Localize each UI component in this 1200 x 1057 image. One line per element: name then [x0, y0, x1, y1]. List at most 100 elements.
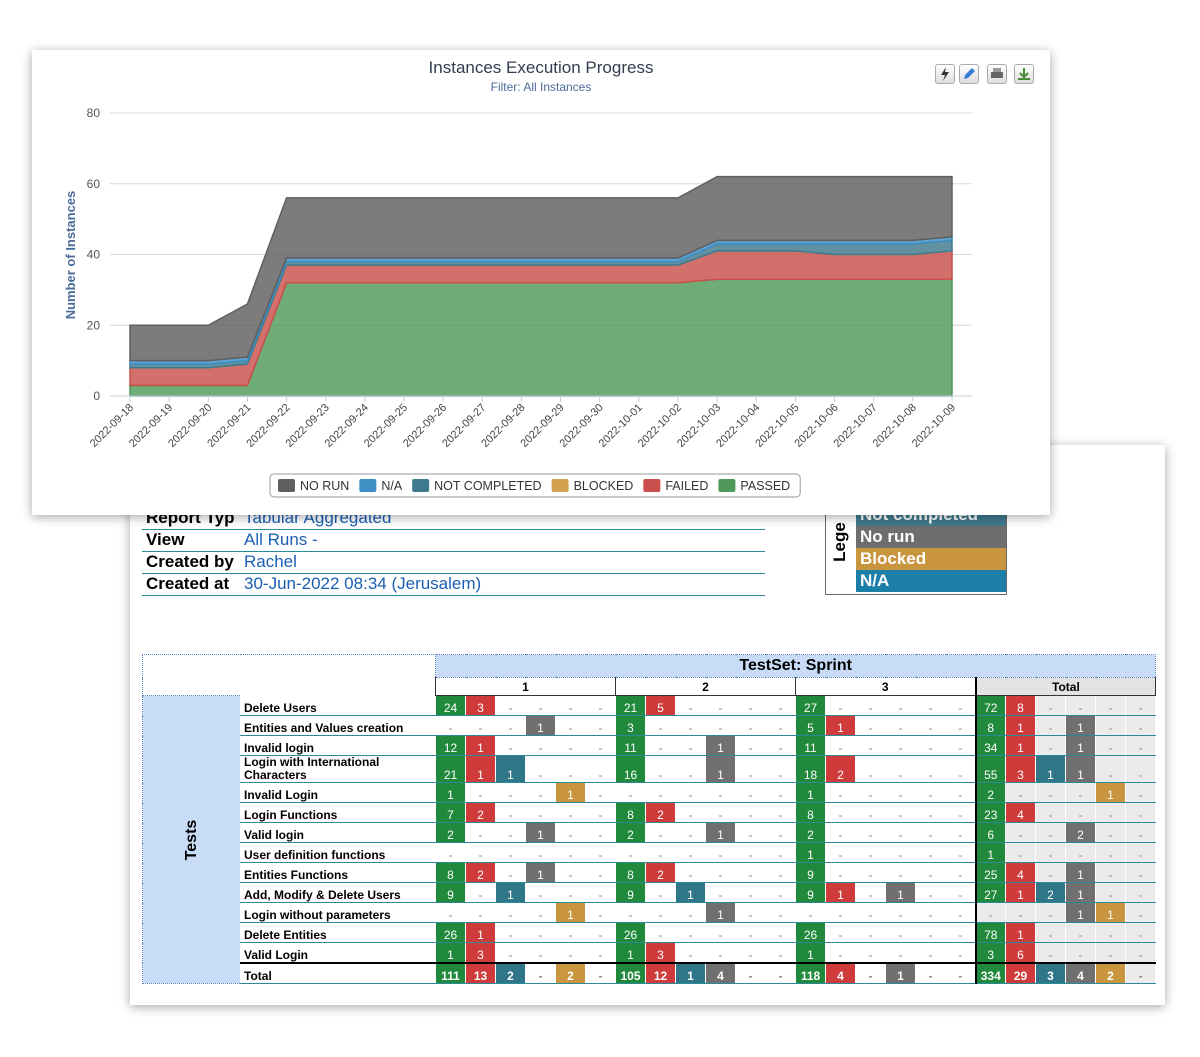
- cell: -: [585, 942, 616, 964]
- cell: 1: [435, 782, 466, 803]
- cell: -: [495, 695, 526, 716]
- cell: -: [855, 822, 886, 843]
- cell: -: [1124, 755, 1157, 783]
- legend-item[interactable]: NO RUN: [278, 479, 349, 493]
- legend-swatch: [718, 479, 736, 492]
- cell: -: [945, 822, 977, 843]
- cell: -: [675, 715, 706, 736]
- cell: -: [1035, 842, 1066, 863]
- cell: -: [915, 862, 946, 883]
- cell: -: [765, 962, 796, 984]
- legend: NO RUN N/A NOT COMPLETED BLOCKED FAILED PASSE…: [269, 473, 801, 498]
- cell: -: [1065, 922, 1096, 943]
- cell: -: [525, 942, 556, 964]
- legend-swatch: [412, 479, 430, 492]
- cell: 1: [465, 735, 496, 756]
- cell: -: [1095, 735, 1126, 756]
- cell: -: [1035, 782, 1066, 803]
- cell: -: [675, 782, 706, 803]
- cell: -: [945, 695, 977, 716]
- cell: -: [945, 715, 977, 736]
- cell: -: [855, 902, 886, 923]
- cell: -: [555, 802, 586, 823]
- cell: -: [735, 882, 766, 903]
- cell: 111: [435, 962, 466, 984]
- data-row: Entities Functions 8 2-1- -8 2- - - -9- - - - -25 4-…: [143, 862, 1157, 883]
- cell: -: [675, 842, 706, 863]
- cell: -: [765, 862, 796, 883]
- field-label: View: [146, 530, 185, 549]
- legend-item[interactable]: N/A: [359, 479, 403, 493]
- cell: -: [495, 902, 526, 923]
- cell: -: [675, 862, 706, 883]
- cell: 21: [615, 695, 646, 716]
- button-edit[interactable]: [959, 64, 979, 84]
- cell: 9: [435, 882, 466, 903]
- cell: -: [915, 902, 946, 923]
- cell: -: [1124, 822, 1157, 843]
- cell: -: [735, 862, 766, 883]
- data-row: Valid login 2- -1- -2- -1- -2- - - - -6- -2- -: [143, 822, 1157, 843]
- cell: -: [915, 842, 946, 863]
- cell: -: [645, 882, 676, 903]
- cell: -: [555, 942, 586, 964]
- cell: -: [675, 822, 706, 843]
- cell: -: [705, 862, 736, 883]
- cell: -: [765, 842, 796, 863]
- cell: 1: [495, 882, 526, 903]
- button-download[interactable]: [1014, 64, 1034, 84]
- cell: -: [915, 802, 946, 823]
- cell: -: [465, 842, 496, 863]
- cell: -: [915, 755, 946, 783]
- cell: 9: [795, 882, 826, 903]
- legend-item[interactable]: BLOCKED: [551, 479, 634, 493]
- cell: -: [1095, 802, 1126, 823]
- row-name: Login Functions: [240, 802, 436, 823]
- cell: -: [615, 902, 646, 923]
- y-tick-label: 20: [87, 318, 101, 332]
- cell: -: [1035, 922, 1066, 943]
- cell: 2: [645, 802, 676, 823]
- cell: -: [675, 942, 706, 964]
- cell: 27: [975, 882, 1006, 903]
- cell: -: [645, 902, 676, 923]
- cell: 1: [1065, 715, 1096, 736]
- cell: -: [885, 842, 916, 863]
- cell: -: [1065, 842, 1096, 863]
- cell: 2: [465, 802, 496, 823]
- legend-item[interactable]: PASSED: [718, 479, 790, 493]
- group-header: 1: [435, 677, 616, 696]
- cell: -: [705, 695, 736, 716]
- cell: -: [465, 882, 496, 903]
- row-name: Invalid login: [240, 735, 436, 756]
- row-name: Invalid Login: [240, 782, 436, 803]
- data-row: Entities and Values creation - - -1- -3- - - - -…: [143, 715, 1157, 736]
- legend-item[interactable]: NOT COMPLETED: [412, 479, 542, 493]
- cell: 1: [675, 962, 706, 984]
- cell: -: [1124, 715, 1157, 736]
- cell: -: [765, 695, 796, 716]
- cell: -: [735, 782, 766, 803]
- cell: -: [1035, 942, 1066, 964]
- cell: -: [825, 802, 856, 823]
- cell: 2: [1065, 822, 1096, 843]
- legend-item[interactable]: FAILED: [643, 479, 708, 493]
- cell: -: [1095, 695, 1126, 716]
- cell: -: [825, 822, 856, 843]
- cell: -: [705, 715, 736, 736]
- button-print[interactable]: [987, 64, 1007, 84]
- cell: 1: [1095, 902, 1126, 923]
- button-action[interactable]: [935, 64, 955, 84]
- cell: 1: [1005, 735, 1036, 756]
- cell: -: [945, 755, 977, 783]
- cell: -: [885, 695, 916, 716]
- cell: 1: [795, 842, 826, 863]
- cell: -: [525, 842, 556, 863]
- cell: -: [1124, 962, 1157, 984]
- cell: 1: [705, 902, 736, 923]
- cell: -: [735, 842, 766, 863]
- cell: -: [645, 822, 676, 843]
- cell: -: [825, 695, 856, 716]
- cell: 1: [465, 922, 496, 943]
- chart-subtitle: Filter: All Instances: [491, 80, 592, 94]
